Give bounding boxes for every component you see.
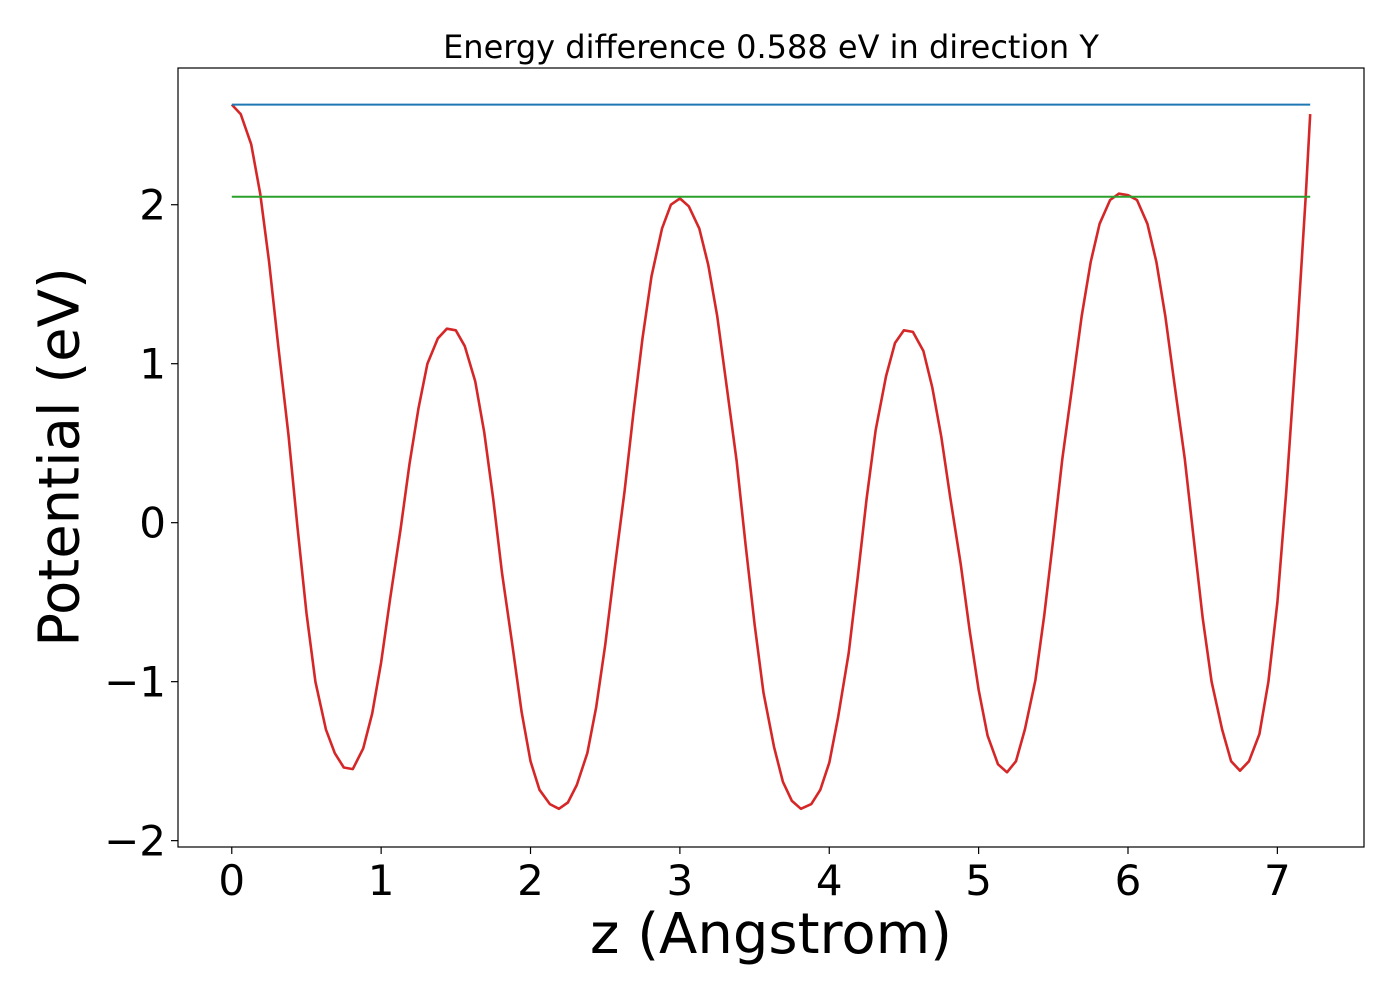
x-tick-label: 1 (368, 856, 395, 905)
plot-frame (177, 67, 1365, 848)
x-axis-label: z (Angstrom) (590, 902, 952, 967)
x-tick-label: 0 (218, 856, 245, 905)
y-tick-label: −2 (104, 817, 166, 866)
x-axis-ticks: 0 1 2 3 4 5 6 7 (218, 847, 1291, 905)
y-tick-label: 1 (139, 340, 166, 389)
x-tick-label: 2 (517, 856, 544, 905)
chart-title: Energy difference 0.588 eV in direction … (443, 28, 1099, 66)
x-tick-label: 5 (965, 856, 992, 905)
y-axis-label: Potential (eV) (27, 267, 93, 647)
x-tick-label: 7 (1264, 856, 1291, 905)
series-layer (230, 103, 1312, 811)
x-tick-label: 6 (1115, 856, 1142, 905)
y-axis-ticks: −2 −1 0 1 2 (104, 181, 178, 866)
y-tick-label: 0 (139, 499, 166, 548)
y-tick-label: 2 (139, 181, 166, 230)
x-tick-label: 4 (816, 856, 843, 905)
y-tick-label: −1 (104, 658, 166, 707)
series-line-0 (230, 103, 1312, 811)
x-tick-label: 3 (667, 856, 694, 905)
